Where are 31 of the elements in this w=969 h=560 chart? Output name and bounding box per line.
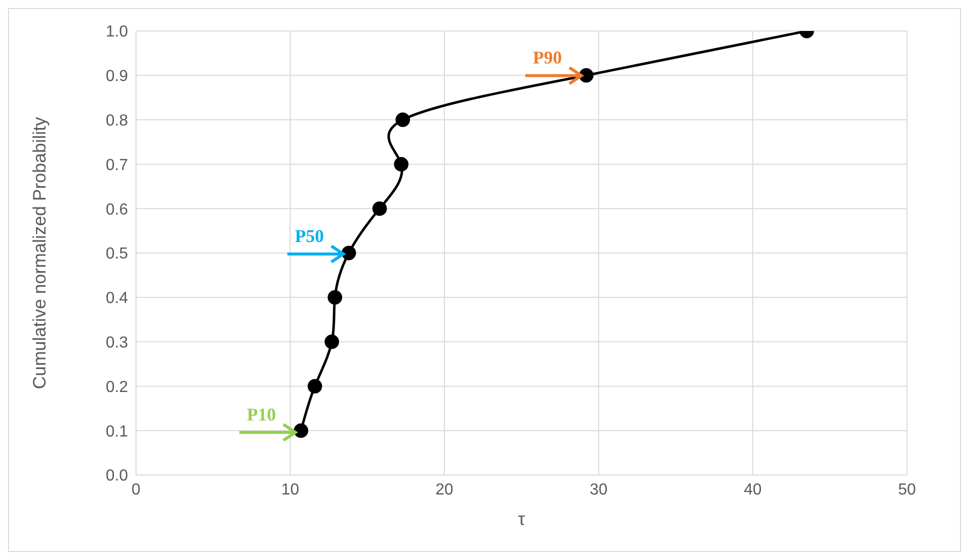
y-tick-label: 0.3 — [106, 334, 128, 352]
point — [328, 290, 342, 305]
point — [324, 334, 340, 350]
y-tick-label: 0.5 — [106, 246, 128, 263]
y-tick-label: 0.9 — [106, 68, 128, 86]
x-tick-label: 40 — [744, 481, 762, 498]
x-axis-title: τ — [518, 509, 526, 529]
point — [372, 201, 387, 216]
point — [579, 68, 594, 83]
y-axis-title: Cumulative normalized Probability — [29, 116, 50, 390]
x-tick-label: 0 — [132, 481, 141, 498]
annotation: P90 — [532, 48, 562, 68]
point — [394, 156, 408, 172]
y-tick-label: 0.0 — [106, 468, 128, 485]
y-tick-label: 0.2 — [106, 378, 128, 396]
point — [294, 423, 308, 438]
point — [308, 378, 322, 394]
x-tick-label: 50 — [898, 481, 916, 498]
y-tick-label: 0.7 — [106, 156, 128, 174]
x-tick-label: 10 — [281, 481, 300, 498]
x-tick-label: 30 — [590, 481, 608, 498]
point — [396, 112, 410, 128]
y-tick-label: 0.6 — [106, 201, 128, 218]
y-tick-label: 0.4 — [106, 290, 128, 308]
y-tick-label: 1.0 — [106, 24, 128, 41]
annotation: P50 — [294, 226, 324, 246]
y-tick-label: 0.8 — [106, 112, 128, 130]
y-tick-label: 0.1 — [106, 423, 128, 440]
x-tick-label: 20 — [436, 481, 454, 498]
point — [342, 246, 356, 260]
annotation: P10 — [246, 404, 276, 424]
